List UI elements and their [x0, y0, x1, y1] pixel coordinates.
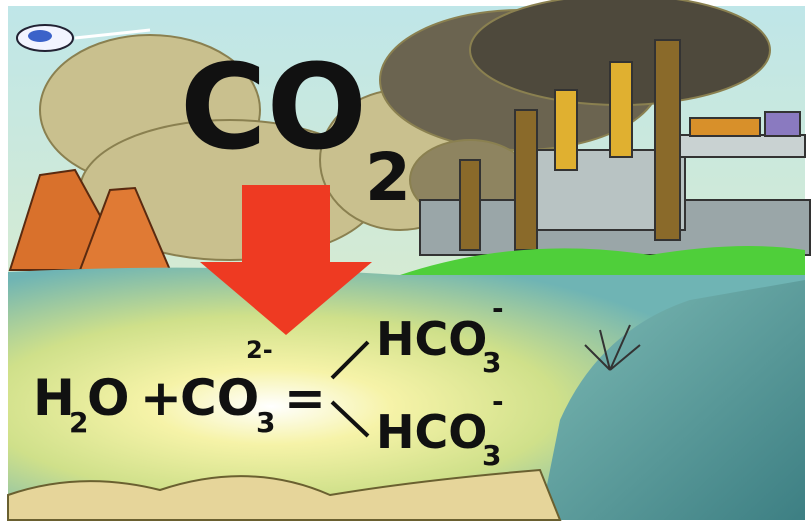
page: CO 2 H 2 O + CO 3 2- = HCO 3 - HCO 3 - (…: [0, 0, 811, 526]
hco3-subscript: 3: [482, 346, 501, 379]
illustration: CO 2 H 2 O + CO 3 2- = HCO 3 - HCO 3 -: [0, 0, 811, 526]
hco3-base: HCO: [376, 312, 487, 366]
co3-subscript: 3: [256, 406, 275, 439]
plus: +: [140, 369, 182, 427]
hco3-subscript: 3: [482, 439, 501, 472]
hco3-charge: -: [492, 385, 504, 418]
co3-charge: 2-: [246, 336, 273, 364]
h2o-rest: O: [87, 369, 130, 427]
co2-subscript: 2: [365, 139, 411, 216]
hco3-charge: -: [492, 292, 504, 325]
h2o-subscript: 2: [69, 406, 88, 439]
co2-formula: CO: [180, 38, 367, 176]
hco3-base: HCO: [376, 405, 487, 459]
equals: =: [284, 369, 326, 427]
co3-base: CO: [180, 369, 259, 427]
